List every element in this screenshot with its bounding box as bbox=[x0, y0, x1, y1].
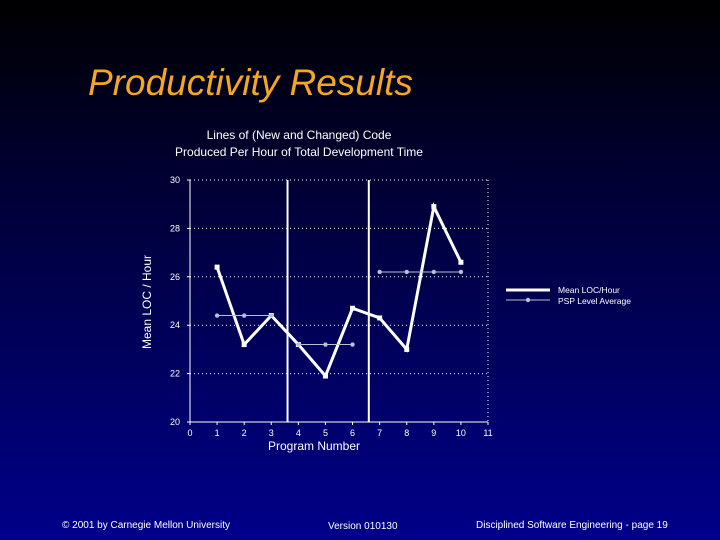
series-mean-loc-line bbox=[215, 201, 463, 379]
psp-average-point-8 bbox=[404, 269, 409, 275]
x-axis-title: Program Number bbox=[268, 439, 360, 453]
footer-page-info: Disciplined Software Engineering - page … bbox=[476, 520, 668, 531]
mean-loc-point-8 bbox=[404, 346, 410, 352]
legend-marker-psp-average bbox=[525, 297, 531, 303]
psp-average-point-2 bbox=[241, 313, 247, 318]
psp-average-point-7 bbox=[377, 269, 382, 275]
x-tick-label-1: 1 bbox=[215, 428, 220, 438]
y-tick-label-28: 28 bbox=[170, 223, 180, 233]
x-tick-label-0: 0 bbox=[187, 428, 192, 438]
legend-label-psp-average: PSP Level Average bbox=[558, 296, 631, 306]
x-tick-label-6: 6 bbox=[350, 428, 355, 438]
psp-average-point-10 bbox=[458, 269, 464, 275]
x-tick-label-3: 3 bbox=[269, 428, 274, 438]
y-tick-label-20: 20 bbox=[170, 417, 180, 427]
x-tick-label-11: 11 bbox=[483, 428, 492, 438]
psp-average-point-3 bbox=[269, 313, 274, 318]
x-tick-label-7: 7 bbox=[377, 428, 382, 438]
mean-loc-point-10 bbox=[458, 259, 464, 265]
footer-copyright: © 2001 by Carnegie Mellon University bbox=[62, 520, 231, 531]
mean-loc-point-7 bbox=[377, 315, 383, 321]
psp-average-point-9 bbox=[431, 269, 437, 275]
x-tick-label-2: 2 bbox=[242, 428, 247, 438]
psp-average-point-5 bbox=[323, 342, 328, 347]
psp-average-point-1 bbox=[214, 313, 220, 318]
y-axis-title: Mean LOC / Hour bbox=[140, 255, 154, 349]
x-tick-label-9: 9 bbox=[431, 428, 436, 438]
chart-title-line-2: Produced Per Hour of Total Development T… bbox=[175, 145, 423, 159]
x-tick-label-5: 5 bbox=[323, 428, 328, 438]
slide-title: Productivity Results bbox=[88, 62, 413, 103]
mean-loc-point-2 bbox=[241, 342, 247, 348]
legend-label-mean-loc: Mean LOC/Hour bbox=[558, 285, 620, 295]
y-tick-label-30: 30 bbox=[170, 175, 180, 185]
mean-loc-point-5 bbox=[322, 373, 328, 379]
x-tick-label-10: 10 bbox=[456, 428, 466, 438]
psp-average-point-4 bbox=[296, 342, 301, 347]
x-tick-label-8: 8 bbox=[404, 428, 409, 438]
footer-version: Version 010130 bbox=[328, 521, 398, 532]
mean-loc-point-9 bbox=[431, 204, 437, 210]
x-tick-label-4: 4 bbox=[296, 428, 301, 438]
psp-average-point-6 bbox=[350, 342, 355, 347]
mean-loc-point-1 bbox=[214, 264, 220, 270]
y-tick-label-24: 24 bbox=[170, 320, 180, 330]
chart-title-line-1: Lines of (New and Changed) Code bbox=[207, 128, 392, 142]
y-tick-label-26: 26 bbox=[170, 272, 180, 282]
y-tick-label-22: 22 bbox=[170, 369, 180, 379]
mean-loc-point-6 bbox=[350, 305, 356, 311]
